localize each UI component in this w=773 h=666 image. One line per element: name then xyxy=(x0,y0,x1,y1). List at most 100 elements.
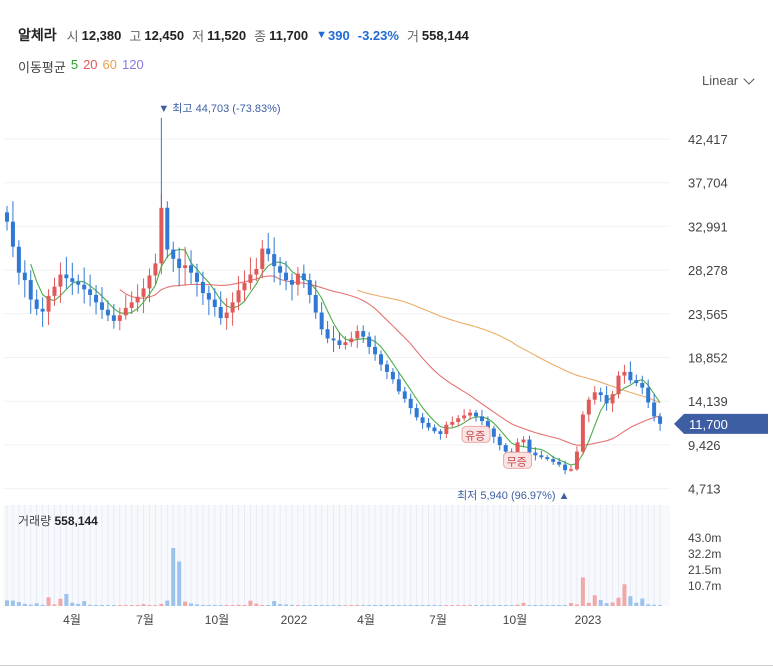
candle-down xyxy=(414,408,419,418)
scale-label: Linear xyxy=(702,73,739,88)
time-tick-label: 2022 xyxy=(281,613,308,627)
time-tick-label: 10월 xyxy=(205,613,229,627)
ma-60-label[interactable]: 60 xyxy=(102,57,118,72)
candle-up xyxy=(616,375,621,395)
candle-down xyxy=(189,265,194,273)
event-badge-rights-bg xyxy=(461,425,491,443)
volume-bar xyxy=(634,602,639,606)
volume-bar xyxy=(390,605,395,606)
volume-bar xyxy=(610,602,615,606)
volume-panel-value: 558,144 xyxy=(54,514,98,528)
candle-up xyxy=(456,418,461,422)
volume-bar xyxy=(640,598,645,606)
volume-bar xyxy=(616,597,621,606)
candle-down xyxy=(16,246,21,273)
volume-bar xyxy=(248,600,253,606)
volume-bar xyxy=(384,605,389,606)
candle-up xyxy=(580,414,585,452)
candle-down xyxy=(551,459,556,462)
volume-bar xyxy=(135,605,140,606)
candle-down xyxy=(402,391,407,399)
candle-down xyxy=(604,395,609,404)
volume-bar xyxy=(111,605,116,606)
candle-up xyxy=(52,286,57,296)
volume-bar xyxy=(242,605,247,606)
candle-up xyxy=(450,421,455,425)
volume-bar xyxy=(52,604,57,606)
volume-bar xyxy=(592,595,597,606)
candle-up xyxy=(236,290,241,303)
candle-down xyxy=(218,306,223,319)
candle-down xyxy=(301,273,306,281)
candle-down xyxy=(272,254,277,267)
volume-bar xyxy=(462,605,467,606)
volume-bar xyxy=(70,602,75,606)
change-value: 390 xyxy=(328,27,350,43)
price-tick-label: 32,991 xyxy=(688,219,728,234)
volume-bar xyxy=(628,596,633,606)
close-label: 종 xyxy=(254,28,267,44)
high-annotation: ▼ 최고 44,703 (-73.83%) xyxy=(158,102,280,115)
candle-up xyxy=(610,394,615,404)
ma-20-line xyxy=(119,275,661,446)
volume-bar xyxy=(218,605,223,606)
candle-down xyxy=(634,380,639,384)
candle-up xyxy=(574,451,579,470)
event-badge-bonus: 무증 xyxy=(507,456,527,468)
volume-bar xyxy=(574,604,579,606)
volume-label: 거 xyxy=(406,28,419,44)
volume-bar xyxy=(284,604,289,606)
event-badge-rights: 유증 xyxy=(465,429,485,442)
scale-dropdown[interactable]: Linear xyxy=(702,72,755,88)
time-tick-label: 7월 xyxy=(429,613,447,627)
candle-down xyxy=(284,272,289,281)
volume-bar xyxy=(123,605,128,606)
volume-bar xyxy=(355,605,360,606)
volume-value: 558,144 xyxy=(421,27,469,43)
candle-down xyxy=(337,340,342,346)
volume-bar xyxy=(141,604,146,606)
volume-bar xyxy=(569,603,574,606)
volume-bar xyxy=(194,604,199,606)
time-tick-label: 4월 xyxy=(63,613,81,627)
volume-bar xyxy=(34,603,39,606)
high-value: 12,450 xyxy=(144,27,185,43)
volume-bar xyxy=(361,605,366,606)
candle-up xyxy=(58,274,63,287)
volume-bar xyxy=(165,600,170,606)
volume-bar xyxy=(485,605,490,606)
volume-bar xyxy=(414,605,419,606)
ma-title[interactable]: 이동평균 xyxy=(18,60,66,75)
candle-up xyxy=(117,315,122,321)
candle-down xyxy=(557,461,562,465)
ma-5-label[interactable]: 5 xyxy=(70,57,79,72)
candle-down xyxy=(479,416,484,422)
volume-bar xyxy=(278,604,283,606)
volume-bar xyxy=(295,605,300,606)
volume-bar xyxy=(515,604,520,606)
candle-down xyxy=(313,294,318,313)
candle-up xyxy=(592,392,597,400)
volume-bar xyxy=(420,605,425,606)
volume-bar xyxy=(22,603,27,606)
volume-bar xyxy=(432,605,437,606)
volume-bar xyxy=(545,605,550,606)
volume-tick-label: 21.5m xyxy=(688,563,721,577)
price-tick-label: 42,417 xyxy=(688,132,728,147)
candle-up xyxy=(295,273,300,285)
candle-up xyxy=(46,295,51,312)
candle-down xyxy=(640,383,645,388)
time-tick-label: 2023 xyxy=(575,613,602,627)
ma-20-label[interactable]: 20 xyxy=(83,57,98,72)
candle-down xyxy=(278,266,283,273)
volume-bar xyxy=(527,605,532,606)
ma-120-label[interactable]: 120 xyxy=(122,57,144,72)
candle-down xyxy=(503,445,508,452)
candle-down xyxy=(165,207,170,250)
candle-down xyxy=(82,284,87,290)
candle-down xyxy=(527,439,532,453)
volume-bar xyxy=(153,605,158,606)
volume-bar xyxy=(450,605,455,606)
volume-bar xyxy=(46,597,51,606)
